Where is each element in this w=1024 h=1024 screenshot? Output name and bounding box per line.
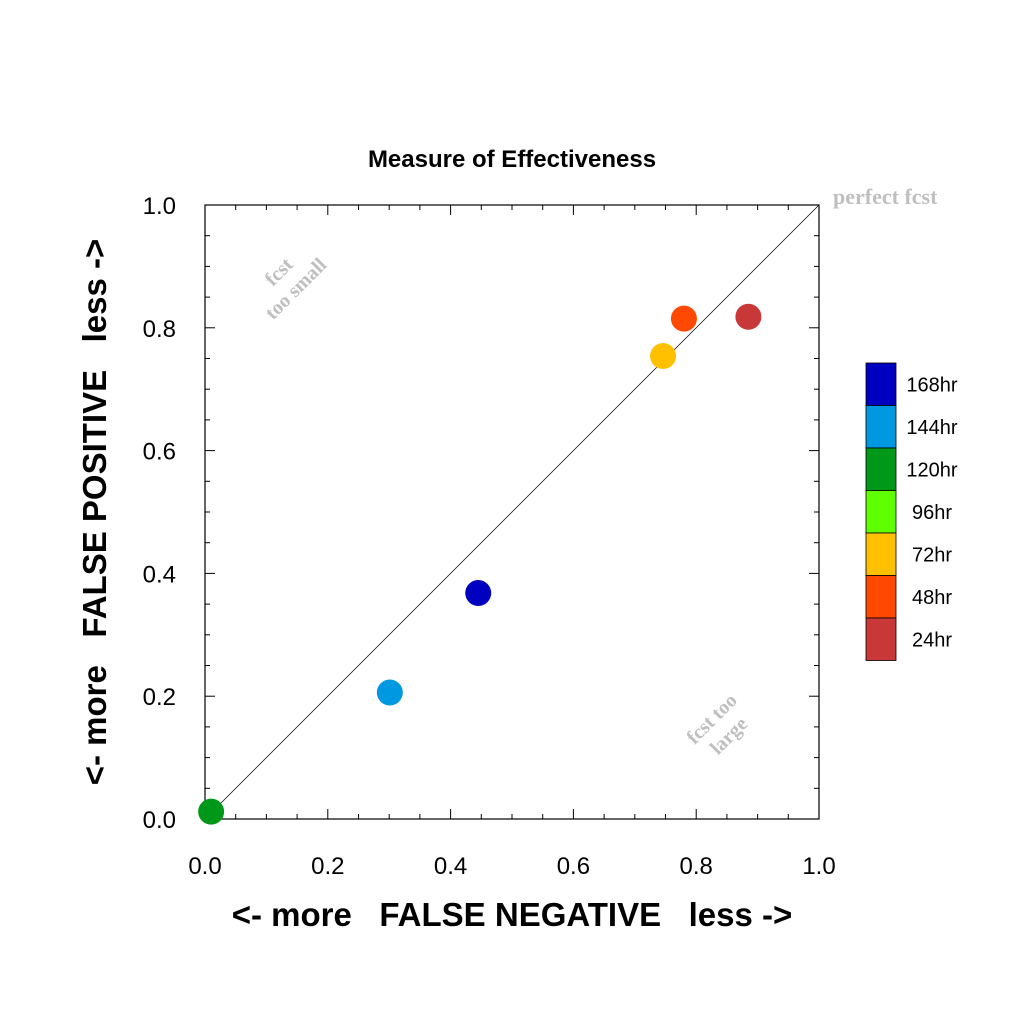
legend-label-96hr: 96hr — [912, 502, 952, 524]
legend-label-120hr: 120hr — [906, 459, 957, 481]
x-tick-label: 1.0 — [802, 853, 835, 880]
data-point-120hr — [198, 798, 225, 825]
legend-label-72hr: 72hr — [912, 544, 952, 566]
x-tick-label: 0.2 — [311, 853, 344, 880]
x-tick-label: 0.4 — [434, 853, 467, 880]
data-point-48hr — [670, 305, 697, 332]
legend-label-48hr: 48hr — [912, 587, 952, 609]
x-axis-label: <- more FALSE NEGATIVE less -> — [232, 896, 793, 933]
y-tick-label: 1.0 — [143, 193, 176, 220]
x-tick-label: 0.6 — [557, 853, 590, 880]
y-tick-label: 0.4 — [143, 561, 176, 588]
legend-swatch-96hr — [865, 490, 897, 534]
y-tick-label: 0.0 — [143, 807, 176, 834]
legend-swatch-144hr — [865, 405, 897, 449]
data-point-144hr — [376, 679, 403, 706]
perfect-forecast-line — [204, 204, 820, 820]
legend-swatch-48hr — [865, 575, 897, 619]
legend-label-24hr: 24hr — [912, 629, 952, 651]
legend-label-144hr: 144hr — [906, 417, 957, 439]
perfect-forecast-label: perfect fcst — [833, 184, 938, 209]
data-point-24hr — [735, 303, 762, 330]
y-tick-label: 0.8 — [143, 316, 176, 343]
data-point-72hr — [650, 343, 677, 370]
data-point-168hr — [465, 580, 492, 607]
legend: 168hr 144hr 120hr 96hr 72hr 48hr 24hr — [865, 362, 958, 661]
y-tick-label: 0.2 — [143, 684, 176, 711]
legend-swatch-72hr — [865, 532, 897, 576]
x-tick-label: 0.0 — [188, 853, 221, 880]
legend-swatch-24hr — [865, 617, 897, 661]
legend-label-168hr: 168hr — [906, 374, 957, 396]
too-large-annotation: fcst too large — [683, 690, 753, 760]
too-small-annotation: fcst too small — [261, 253, 332, 324]
y-tick-label: 0.6 — [143, 439, 176, 466]
chart-title: Measure of Effectiveness — [368, 146, 656, 173]
x-tick-label: 0.8 — [680, 853, 713, 880]
plot-area: 0.0 0.2 0.4 0.6 0.8 1.0 0.0 0.2 0.4 0.6 0.8 1.0 — [143, 193, 836, 880]
legend-swatch-120hr — [865, 447, 897, 491]
legend-swatch-168hr — [865, 362, 897, 406]
y-axis-label: <- more FALSE POSITIVE less -> — [76, 239, 113, 786]
